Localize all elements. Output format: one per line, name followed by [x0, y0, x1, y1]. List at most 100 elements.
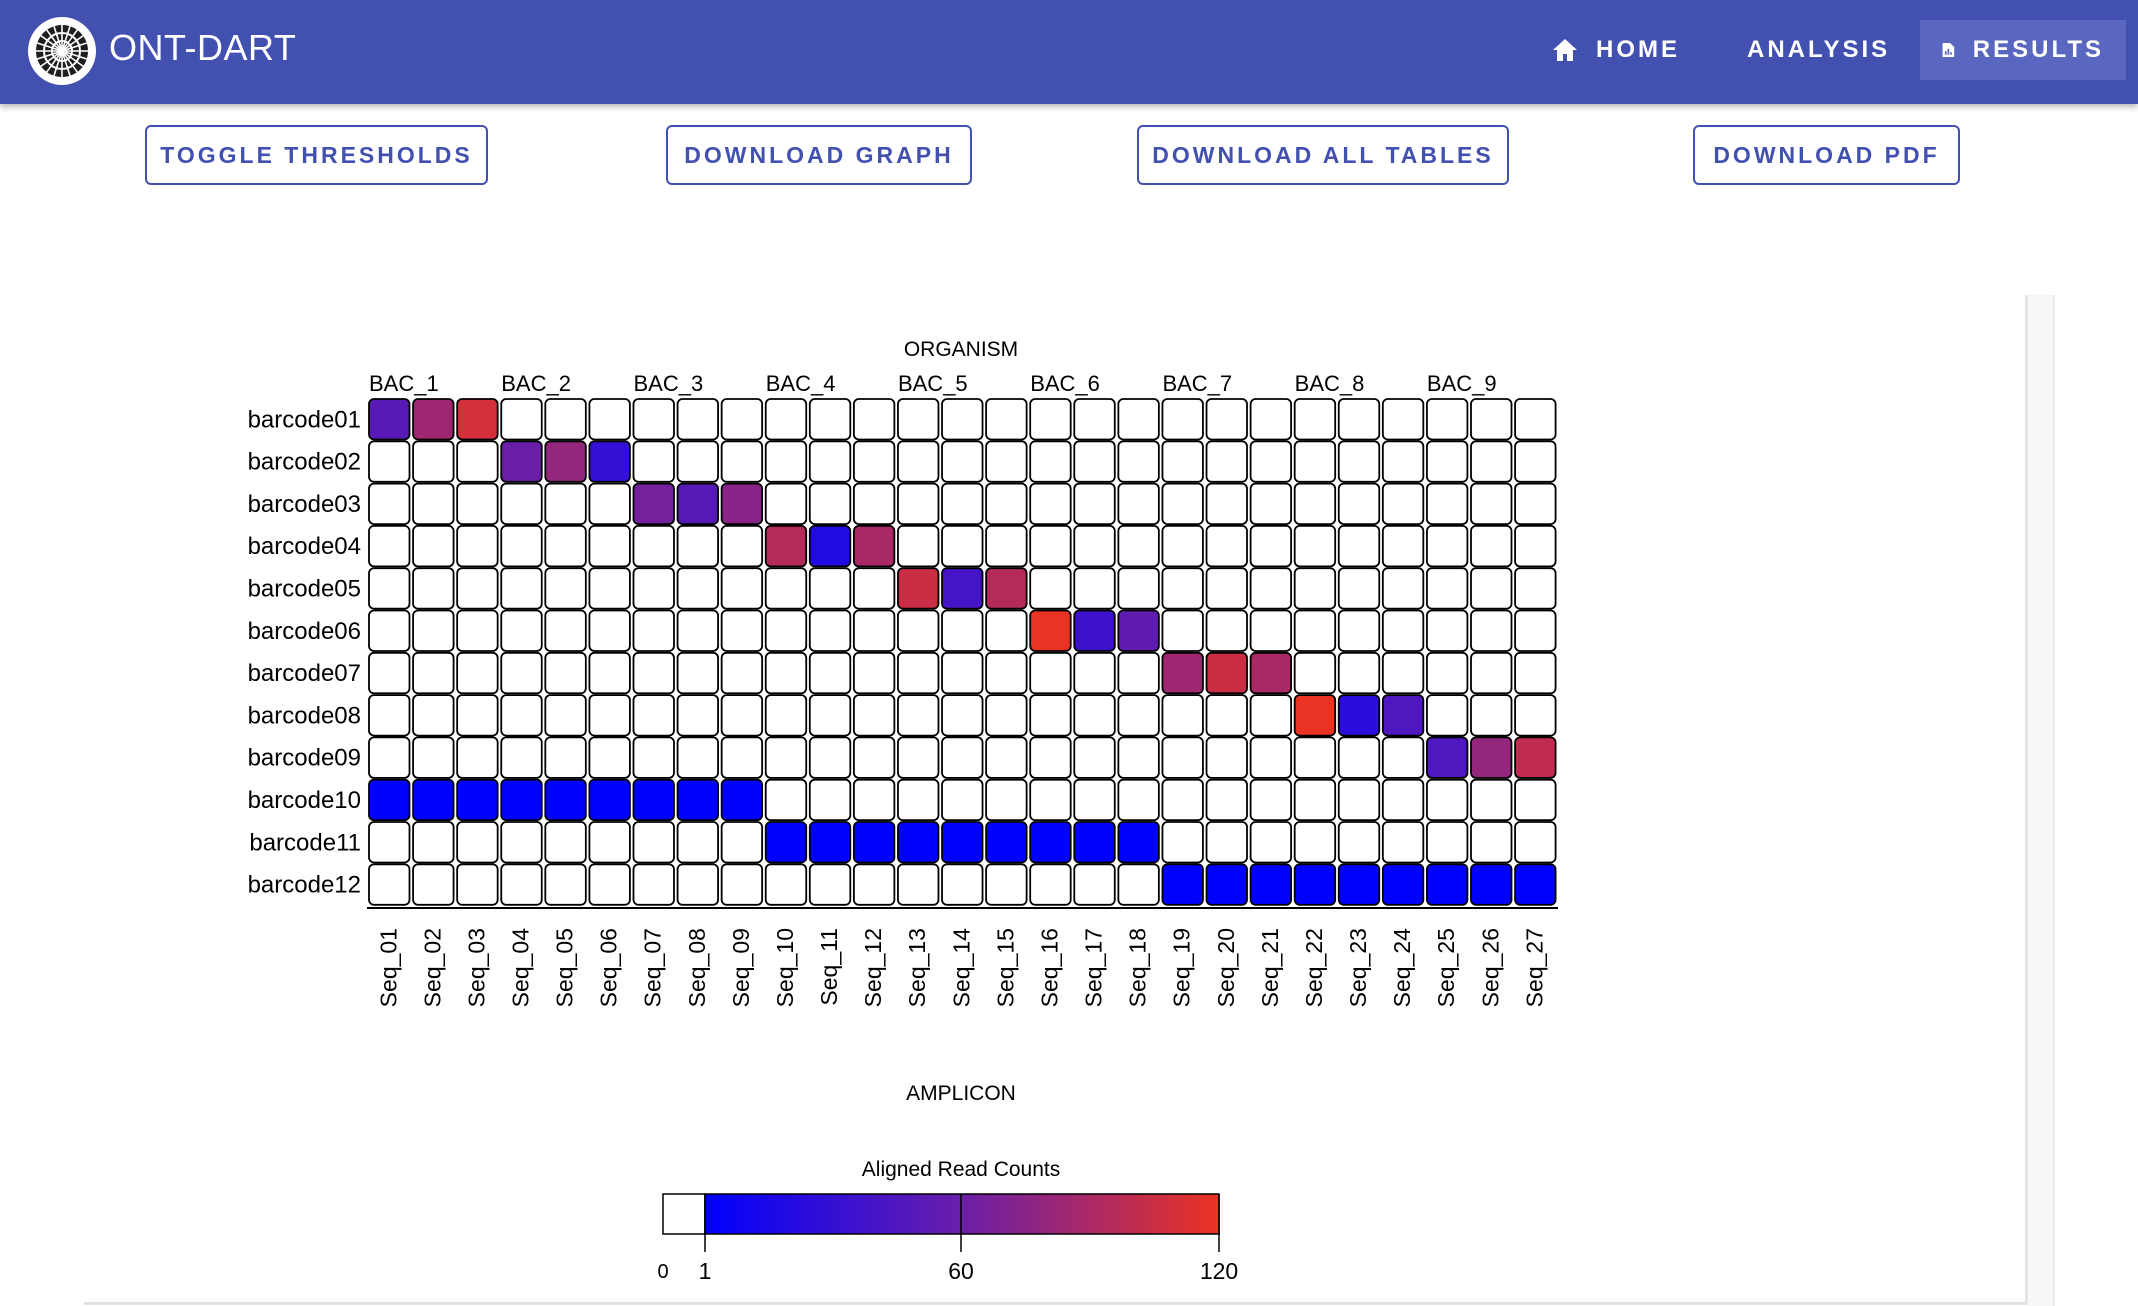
- download-all-tables-button[interactable]: DOWNLOAD ALL TABLES: [1137, 125, 1509, 185]
- column-label: Seq_03: [463, 928, 489, 1007]
- heatmap-cell: [368, 398, 411, 441]
- heatmap-cell: [1161, 651, 1204, 695]
- dartboard-icon[interactable]: [27, 16, 97, 86]
- download-graph-button[interactable]: DOWNLOAD GRAPH: [666, 125, 972, 185]
- heatmap-cell: [1293, 778, 1337, 822]
- group-label: BAC_1: [369, 371, 439, 396]
- heatmap-cell: [941, 482, 984, 526]
- heatmap-cell: [500, 525, 543, 568]
- heatmap-cell: [985, 525, 1028, 568]
- heatmap-cell: [941, 694, 984, 737]
- heatmap-cell: [897, 863, 940, 906]
- heatmap-cell: [368, 821, 411, 864]
- heatmap-cell: [1161, 609, 1204, 652]
- heatmap-cell: [1073, 482, 1116, 526]
- toggle-thresholds-button[interactable]: TOGGLE THRESHOLDS: [145, 125, 488, 185]
- heatmap-cell: [412, 398, 455, 441]
- heatmap-cell: [1470, 694, 1513, 737]
- heatmap-cell: [808, 525, 852, 568]
- column-label: Seq_26: [1477, 928, 1503, 1007]
- heatmap-cell: [1249, 525, 1292, 568]
- app-title[interactable]: ONT-DART: [109, 27, 297, 68]
- heatmap-cell: [897, 398, 940, 441]
- heatmap-cell: [1337, 821, 1381, 864]
- heatmap-cell: [897, 567, 940, 610]
- heatmap-cell: [1205, 736, 1248, 779]
- heatmap-cell: [1470, 440, 1513, 483]
- heatmap-cell: [808, 778, 852, 822]
- heatmap-cell: [1073, 609, 1116, 652]
- heatmap-cell: [632, 821, 675, 864]
- row-label: barcode10: [248, 787, 361, 814]
- heatmap-cell: [456, 482, 499, 526]
- heatmap-cell: [1426, 567, 1469, 610]
- nav-home[interactable]: HOME: [1530, 20, 1702, 80]
- heatmap-cell: [897, 482, 940, 526]
- heatmap-cell: [1249, 863, 1292, 906]
- heatmap-cell: [1073, 651, 1116, 695]
- heatmap-cell: [368, 482, 411, 526]
- heatmap-cell: [412, 736, 455, 779]
- heatmap-cell: [1205, 482, 1248, 526]
- heatmap-cell: [1117, 440, 1160, 483]
- heatmap-cell: [1337, 778, 1381, 822]
- heatmap-cell: [1426, 482, 1469, 526]
- heatmap-cell: [985, 567, 1028, 610]
- heatmap-cell: [852, 821, 896, 864]
- heatmap-cell: [1073, 567, 1116, 610]
- heatmap-cell: [632, 778, 675, 822]
- heatmap-cell: [1249, 567, 1292, 610]
- scrollbar[interactable]: [2028, 295, 2055, 1306]
- heatmap-cell: [1117, 821, 1160, 864]
- heatmap-cell: [1161, 778, 1204, 822]
- heatmap-cell: [632, 440, 675, 483]
- heatmap-cell: [588, 736, 631, 779]
- heatmap-cell: [1381, 821, 1425, 864]
- heatmap-cell: [1161, 482, 1204, 526]
- heatmap-cell: [1514, 863, 1557, 906]
- nav-analysis[interactable]: ANALYSIS: [1707, 20, 1897, 80]
- heatmap-cell: [1161, 567, 1204, 610]
- heatmap-cell: [985, 482, 1028, 526]
- row-label: barcode01: [248, 406, 361, 433]
- heatmap-cell: [1161, 736, 1204, 779]
- download-pdf-button[interactable]: DOWNLOAD PDF: [1693, 125, 1960, 185]
- heatmap-cell: [500, 609, 543, 652]
- heatmap-cell: [676, 863, 719, 906]
- heatmap-cell: [412, 567, 455, 610]
- heatmap-cell: [1337, 736, 1381, 779]
- heatmap-cell: [1337, 567, 1381, 610]
- heatmap-cell: [456, 694, 499, 737]
- heatmap-cell: [897, 736, 940, 779]
- row-label: barcode06: [248, 618, 361, 645]
- heatmap-cell: [544, 863, 587, 906]
- nav-results[interactable]: RESULTS: [1920, 20, 2126, 80]
- x-axis-title: AMPLICON: [906, 1082, 1016, 1105]
- heatmap-cell: [676, 778, 719, 822]
- column-label: Seq_11: [816, 928, 842, 1006]
- row-label: barcode12: [248, 872, 361, 899]
- heatmap-cell: [1161, 863, 1204, 906]
- heatmap-cell: [985, 609, 1028, 652]
- heatmap-cell: [632, 694, 675, 737]
- heatmap-cell: [1117, 694, 1160, 737]
- heatmap-cell: [764, 525, 808, 568]
- heatmap-cell: [412, 440, 455, 483]
- column-label: Seq_12: [860, 928, 886, 1007]
- heatmap-cell: [632, 482, 675, 526]
- column-label: Seq_05: [552, 928, 578, 1007]
- heatmap-cell: [1337, 525, 1381, 568]
- heatmap-cell: [368, 778, 411, 822]
- row-label: barcode08: [248, 702, 361, 729]
- heatmap-cell: [941, 778, 984, 822]
- heatmap-cell: [1381, 778, 1425, 822]
- heatmap-cell: [985, 440, 1028, 483]
- heatmap-cell: [1029, 567, 1072, 610]
- heatmap-cell: [588, 482, 631, 526]
- heatmap-cell: [897, 694, 940, 737]
- heatmap-cell: [1205, 651, 1248, 695]
- column-label: Seq_18: [1125, 928, 1151, 1007]
- heatmap-cell: [588, 525, 631, 568]
- column-label: Seq_23: [1345, 928, 1371, 1007]
- heatmap-cell: [764, 398, 808, 441]
